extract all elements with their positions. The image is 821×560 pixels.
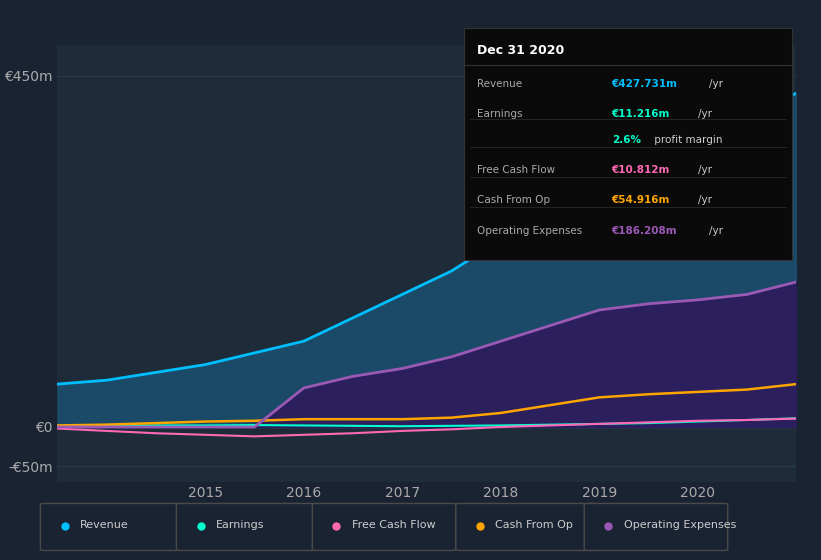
FancyBboxPatch shape	[177, 503, 320, 550]
Text: €186.208m: €186.208m	[612, 226, 677, 236]
Text: Free Cash Flow: Free Cash Flow	[477, 165, 555, 175]
Text: Cash From Op: Cash From Op	[477, 195, 550, 206]
Text: €11.216m: €11.216m	[612, 109, 670, 119]
Text: /yr: /yr	[699, 165, 713, 175]
Text: €427.731m: €427.731m	[612, 79, 677, 89]
Text: Free Cash Flow: Free Cash Flow	[351, 520, 435, 530]
FancyBboxPatch shape	[40, 503, 184, 550]
Text: Operating Expenses: Operating Expenses	[623, 520, 736, 530]
Text: €10.812m: €10.812m	[612, 165, 670, 175]
Text: Dec 31 2020: Dec 31 2020	[477, 44, 564, 57]
Text: profit margin: profit margin	[651, 135, 722, 145]
Text: Revenue: Revenue	[477, 79, 522, 89]
FancyBboxPatch shape	[456, 503, 599, 550]
FancyBboxPatch shape	[312, 503, 456, 550]
Text: Revenue: Revenue	[80, 520, 128, 530]
Text: Earnings: Earnings	[216, 520, 264, 530]
Text: Cash From Op: Cash From Op	[495, 520, 573, 530]
Text: /yr: /yr	[699, 195, 713, 206]
Text: Earnings: Earnings	[477, 109, 522, 119]
Text: 2.6%: 2.6%	[612, 135, 640, 145]
Text: €54.916m: €54.916m	[612, 195, 670, 206]
Text: /yr: /yr	[709, 79, 723, 89]
Text: Operating Expenses: Operating Expenses	[477, 226, 582, 236]
Text: /yr: /yr	[699, 109, 713, 119]
FancyBboxPatch shape	[585, 503, 727, 550]
Text: /yr: /yr	[709, 226, 723, 236]
